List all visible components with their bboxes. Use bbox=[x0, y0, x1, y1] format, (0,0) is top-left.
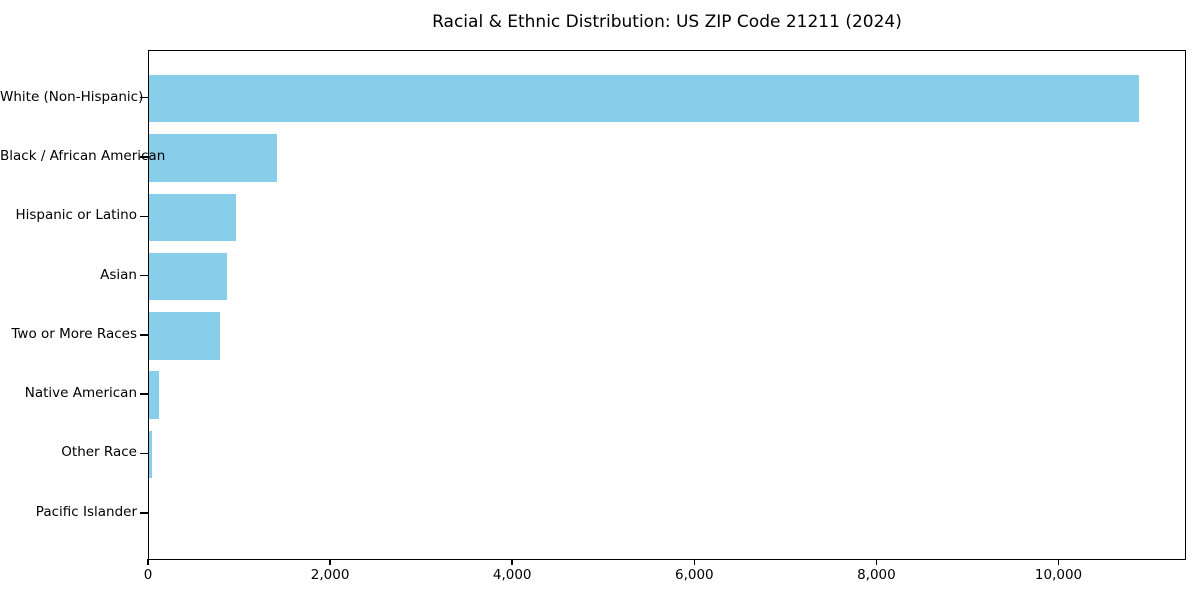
bar-two-or-more-races bbox=[149, 312, 221, 360]
y-tick-label: Two or More Races bbox=[11, 325, 137, 342]
y-tick-mark bbox=[140, 393, 148, 395]
chart-title: Racial & Ethnic Distribution: US ZIP Cod… bbox=[432, 12, 902, 32]
y-tick-label: White (Non-Hispanic) bbox=[0, 88, 144, 105]
x-tick-mark bbox=[511, 559, 513, 565]
y-tick-mark bbox=[140, 512, 148, 514]
y-tick-mark bbox=[140, 452, 148, 455]
y-tick-label: Hispanic or Latino bbox=[15, 207, 137, 224]
x-tick-label: 8,000 bbox=[857, 567, 896, 583]
x-tick-mark bbox=[1057, 559, 1060, 565]
x-tick-label: 2,000 bbox=[310, 567, 350, 583]
y-tick-label: Pacific Islander bbox=[35, 503, 137, 520]
x-tick-label: 10,000 bbox=[1034, 567, 1083, 583]
x-tick-mark bbox=[147, 559, 149, 565]
y-tick-label: Asian bbox=[100, 266, 137, 283]
plot-area bbox=[148, 50, 1186, 560]
bar-hispanic-or-latino bbox=[149, 193, 236, 241]
y-tick-mark bbox=[140, 156, 148, 158]
bar-native-american bbox=[149, 371, 159, 419]
bar-asian bbox=[149, 252, 227, 301]
y-tick-mark bbox=[140, 274, 148, 277]
x-tick-label: 6,000 bbox=[674, 567, 714, 583]
y-tick-label: Black / African American bbox=[0, 147, 166, 164]
x-tick-mark bbox=[875, 559, 878, 565]
y-tick-mark bbox=[140, 96, 148, 99]
y-tick-mark bbox=[140, 334, 148, 336]
bar-black-african-american bbox=[149, 134, 277, 182]
y-tick-label: Native American bbox=[24, 385, 137, 402]
x-tick-label: 0 bbox=[143, 567, 153, 583]
y-tick-label: Other Race bbox=[61, 444, 137, 461]
x-tick-mark bbox=[693, 559, 696, 565]
x-tick-label: 4,000 bbox=[492, 567, 532, 583]
bar-other-race bbox=[149, 430, 153, 479]
y-tick-mark bbox=[140, 215, 148, 217]
bar-white-non-hispanic bbox=[149, 74, 1139, 123]
x-tick-mark bbox=[329, 559, 331, 565]
